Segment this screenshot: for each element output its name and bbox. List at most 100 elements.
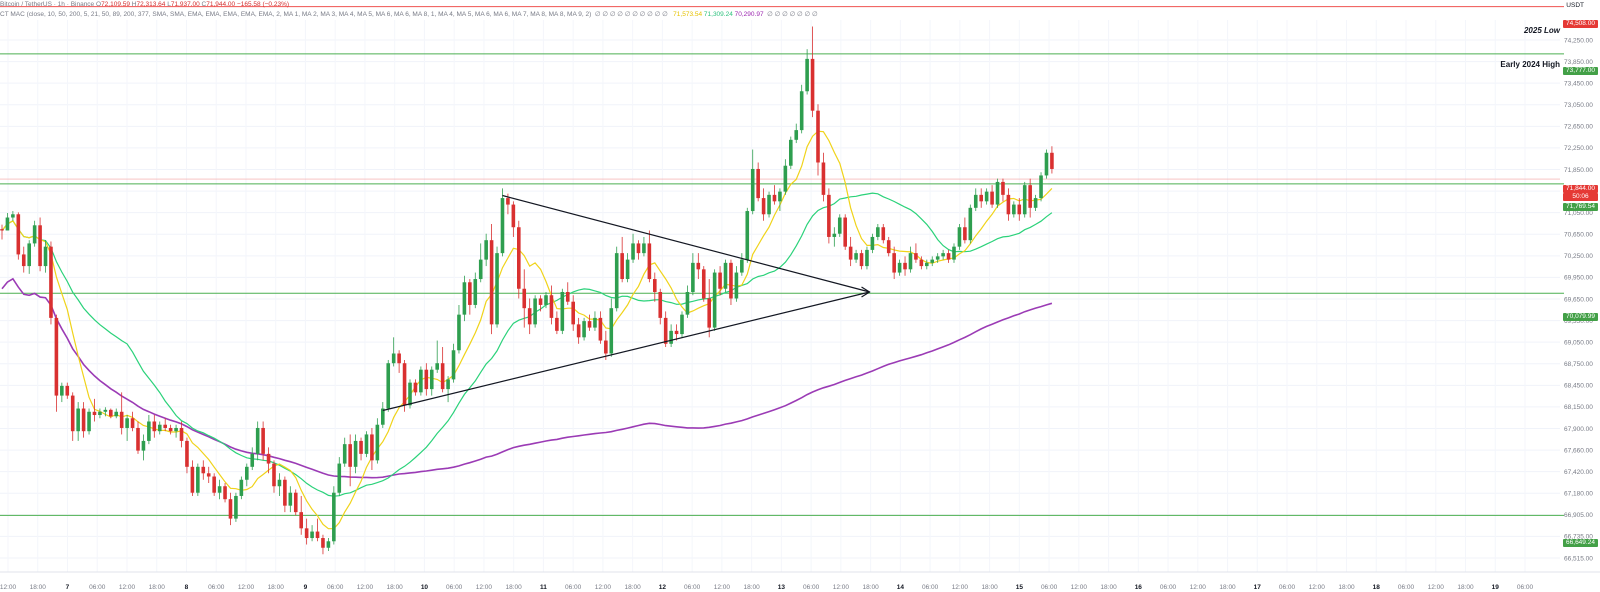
y-tick-label: 67,180.00 [1564,491,1593,498]
candle [903,256,907,276]
candle-body [1039,175,1043,199]
x-tick-label: 18:00 [1100,584,1117,591]
x-tick-label: 11 [540,584,547,591]
x-tick-label: 18:00 [862,584,879,591]
candle [734,266,739,302]
candle [206,466,211,483]
candle [984,188,989,205]
candle-body [38,225,42,267]
candle [544,291,548,309]
y-tick-label: 66,735.00 [1564,534,1593,541]
x-tick-label: 12:00 [357,584,374,591]
candle [517,220,521,299]
candle-body [642,243,646,254]
candle-body [196,466,200,493]
candle-body [321,538,325,548]
candle-body [98,411,102,416]
candle [1039,172,1043,202]
candle-body [152,421,157,432]
x-tick-label: 06:00 [803,584,820,591]
candle [527,298,532,335]
candle [609,298,614,357]
candle-body [147,421,151,441]
candle [424,363,429,396]
candle-body [429,369,434,390]
candle [70,392,75,441]
candle-body [767,194,771,215]
candle-body [310,531,314,539]
candle-body [49,246,53,318]
x-tick-label: 18:00 [506,584,523,591]
candle [593,311,597,331]
candle [54,314,59,412]
candle [468,279,472,315]
candle-body [1044,152,1049,176]
candle-body [669,330,673,344]
candle-body [11,214,15,218]
candle-body [625,259,630,280]
x-tick-label: 12:00 [1190,584,1207,591]
candle [435,340,439,373]
candle [310,525,314,542]
candle-body [701,269,706,299]
candle [582,317,586,341]
candle [990,185,994,208]
candle-body [402,363,407,406]
candle [21,246,26,273]
candle [691,253,695,296]
candle-body [81,408,86,432]
candle [565,282,570,305]
candle-body [217,486,222,493]
candle-body [228,499,233,519]
close-value: 71,944.00 [206,1,236,8]
candle [228,492,233,526]
candle-body [783,165,788,192]
y-tick-label: 69,050.00 [1564,339,1593,346]
candle-body [223,486,227,500]
candle [952,243,956,263]
x-tick-label: 14 [897,584,905,591]
candle-body [250,453,255,467]
candle-body [892,253,896,273]
candle [957,224,962,250]
candle-body [636,243,641,254]
candle-body [185,440,189,467]
candle [598,311,603,344]
candle-body [457,314,461,351]
candle [604,330,608,360]
candle-body [245,466,249,480]
candle [772,185,777,205]
candle [397,350,401,373]
candle [163,418,167,432]
candle-body [843,217,847,247]
candle-body [70,395,75,432]
candle-body [239,479,244,496]
candle-body [130,418,135,428]
candle [995,178,1000,208]
candle [381,402,385,428]
candle-body [348,444,352,467]
y-tick-label: 69,350.00 [1564,318,1593,325]
candle [914,243,918,263]
x-tick-label: 18:00 [387,584,404,591]
candle [141,434,146,461]
y-tick-label: 73,450.00 [1564,80,1593,87]
candle [941,249,945,260]
candle [533,295,537,328]
candle [854,249,858,263]
candle-body [440,363,445,390]
candle-body [691,262,695,292]
time-axis[interactable]: 12:00 18:00 7 06:00 12:00 18:00 8 06:00 12:00 18:… [0,571,1600,591]
price-axis[interactable]: 74,250.00 73,850.00 73,450.00 73,050.00 72,6… [1564,37,1593,562]
candle [212,473,216,496]
candle-body [419,369,423,393]
candle [685,285,690,318]
candle-body [435,363,439,370]
candle-body [810,58,815,111]
currency-label[interactable]: USDT [1566,2,1584,9]
candle [288,486,293,513]
indicator-name[interactable]: CT MAC (close, 10, 50, 200, 5, 21, 50, 8… [0,11,592,18]
candle [293,489,298,516]
candle-body [125,418,129,428]
